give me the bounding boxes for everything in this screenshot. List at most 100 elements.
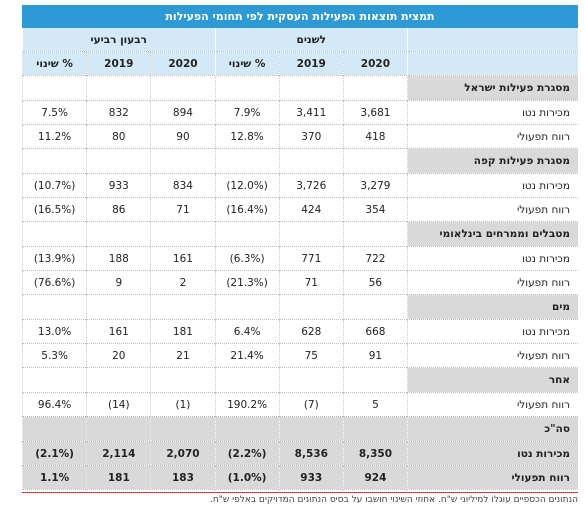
- value-cell: (12.0%): [214, 173, 280, 198]
- table-row: רווח תפעולי 354 424 (16.4%) 71 86 (16.5%): [21, 197, 578, 222]
- section-title: מים: [407, 294, 578, 320]
- value-cell: 1.1%: [21, 465, 87, 490]
- table-row: מכירות נטו 722 771 (6.3%) 161 188 (13.9%): [21, 246, 578, 271]
- table-row: מסגרת פעילות קפה: [21, 148, 578, 174]
- header-group: לשנים: [214, 28, 408, 52]
- empty-cell: [21, 416, 87, 442]
- value-cell: 86: [86, 197, 151, 222]
- empty-cell: [278, 148, 344, 174]
- section-title: מטבלים וממרחים בינלאומי: [407, 221, 578, 247]
- row-label: מכירות נטו: [407, 173, 578, 198]
- value-cell: 354: [342, 197, 408, 222]
- empty-cell: [214, 221, 280, 247]
- value-cell: 21.4%: [214, 343, 280, 368]
- divider: [22, 492, 578, 493]
- value-cell: 161: [86, 319, 151, 344]
- empty-cell: [86, 416, 151, 442]
- value-cell: 894: [150, 100, 216, 125]
- value-cell: (13.9%): [21, 246, 87, 271]
- table-row: 2020 2019% שינוי 2020 2019% שינוי: [21, 51, 578, 76]
- footnote: הנתונים הכספיים עוגלו למיליוני ש"ח. אחוז…: [209, 495, 578, 505]
- empty-cell: [21, 221, 87, 247]
- value-cell: 12.8%: [214, 124, 280, 149]
- value-cell: (6.3%): [214, 246, 280, 271]
- value-cell: 5: [342, 392, 408, 417]
- value-cell: (14): [86, 392, 151, 417]
- value-cell: (21.3%): [214, 270, 280, 295]
- header-column: % שינוי: [214, 51, 280, 76]
- table-row: לשנים רבעון רביעי: [22, 28, 578, 52]
- empty-cell: [150, 294, 216, 320]
- table-row: רווח תפעולי 924 933 (1.0%) 183 181 1.1%: [21, 465, 578, 490]
- header-group: רבעון רביעי: [22, 28, 216, 52]
- value-cell: 183: [150, 465, 216, 490]
- table-row: מסגרת פעילות ישראל: [21, 75, 578, 101]
- section-title: מסגרת פעילות קפה: [407, 148, 578, 174]
- value-cell: 188: [86, 246, 151, 271]
- table-row: מכירות נטו 3,681 3,411 7.9% 894 832 7.5%: [21, 100, 578, 125]
- value-cell: (76.6%): [21, 270, 87, 295]
- value-cell: 5.3%: [21, 343, 87, 368]
- empty-cell: [21, 75, 87, 101]
- value-cell: 3,279: [342, 173, 408, 198]
- empty-cell: [21, 294, 87, 320]
- empty-cell: [150, 75, 216, 101]
- value-cell: 181: [86, 465, 151, 490]
- empty-cell: [214, 367, 280, 393]
- value-cell: 933: [86, 173, 151, 198]
- empty-cell: [278, 221, 344, 247]
- value-cell: (1): [150, 392, 216, 417]
- value-cell: 96.4%: [21, 392, 87, 417]
- header-corner: [407, 28, 578, 52]
- value-cell: 668: [342, 319, 408, 344]
- table-row: מכירות נטו 8,350 8,536 (2.2%) 2,070 2,114 (2.1…: [21, 441, 578, 466]
- value-cell: 190.2%: [214, 392, 280, 417]
- value-cell: 924: [342, 465, 408, 490]
- value-cell: 832: [86, 100, 151, 125]
- value-cell: 71: [150, 197, 216, 222]
- empty-cell: [342, 75, 408, 101]
- results-table: לשנים רבעון רביעי 2020 2019% שינוי 2020 2019%…: [21, 28, 578, 490]
- section-title: סה"כ: [407, 416, 578, 442]
- section-title: מסגרת פעילות ישראל: [407, 75, 578, 101]
- header-column: 2020: [342, 51, 408, 76]
- value-cell: 418: [342, 124, 408, 149]
- empty-cell: [342, 221, 408, 247]
- empty-cell: [278, 416, 344, 442]
- empty-cell: [342, 367, 408, 393]
- table-row: רווח תפעולי 91 75 21.4% 21 20 5.3%: [21, 343, 578, 368]
- table-row: אחר: [21, 367, 578, 393]
- value-cell: (2.2%): [214, 441, 280, 466]
- empty-cell: [150, 367, 216, 393]
- value-cell: 370: [278, 124, 344, 149]
- empty-cell: [150, 221, 216, 247]
- empty-cell: [342, 416, 408, 442]
- value-cell: 834: [150, 173, 216, 198]
- value-cell: 90: [150, 124, 216, 149]
- empty-cell: [214, 75, 280, 101]
- empty-cell: [214, 416, 280, 442]
- empty-cell: [150, 416, 216, 442]
- value-cell: 181: [150, 319, 216, 344]
- empty-cell: [214, 148, 280, 174]
- empty-cell: [278, 75, 344, 101]
- table-row: מכירות נטו 668 628 6.4% 181 161 13.0%: [21, 319, 578, 344]
- value-cell: 3,681: [342, 100, 408, 125]
- value-cell: 20: [86, 343, 151, 368]
- header-corner: [407, 51, 578, 76]
- empty-cell: [278, 294, 344, 320]
- row-label: רווח תפעולי: [407, 392, 578, 417]
- value-cell: 161: [150, 246, 216, 271]
- empty-cell: [86, 294, 151, 320]
- empty-cell: [278, 367, 344, 393]
- value-cell: 56: [342, 270, 408, 295]
- empty-cell: [86, 367, 151, 393]
- value-cell: 6.4%: [214, 319, 280, 344]
- value-cell: 21: [150, 343, 216, 368]
- row-label: מכירות נטו: [407, 100, 578, 125]
- row-label: מכירות נטו: [407, 441, 578, 466]
- header-column: 2020: [150, 51, 216, 76]
- value-cell: 71: [278, 270, 344, 295]
- value-cell: 424: [278, 197, 344, 222]
